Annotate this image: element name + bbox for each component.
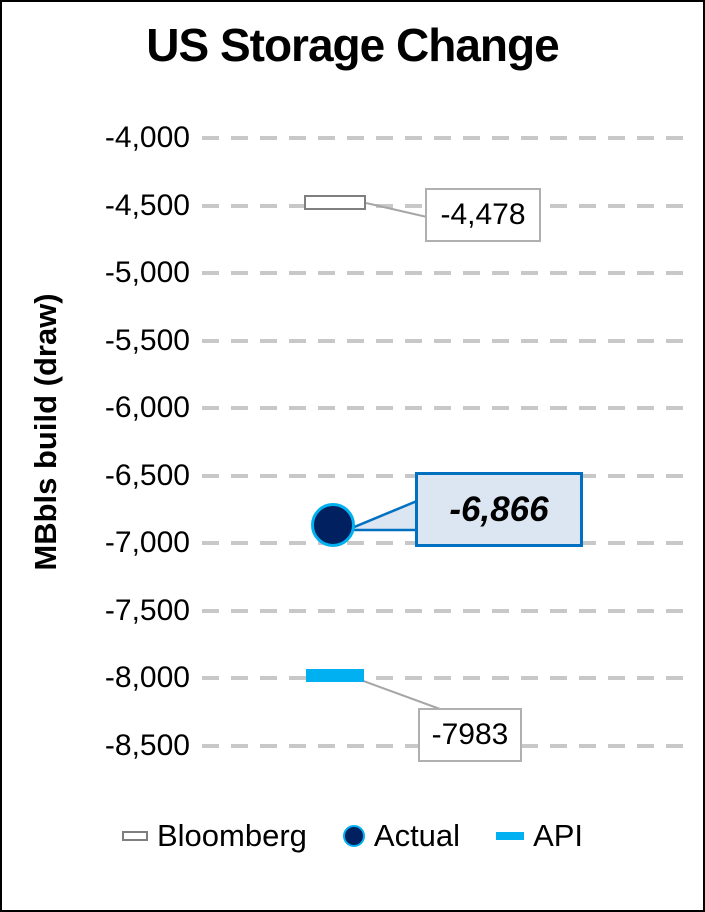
chart-title: US Storage Change	[146, 19, 559, 71]
y-tick-label: -8,000	[104, 661, 190, 694]
api-leader-line	[357, 678, 441, 710]
gridline	[202, 609, 694, 613]
legend-label-actual: Actual	[373, 818, 461, 853]
y-tick-label: -8,500	[104, 729, 190, 762]
gridline	[202, 339, 694, 343]
y-tick-label: -4,000	[104, 121, 190, 154]
y-tick-label: -6,000	[104, 391, 190, 424]
actual-data-label: -6,866	[415, 472, 583, 547]
gridline	[202, 406, 694, 410]
legend-label-bloomberg: Bloomberg	[156, 818, 307, 853]
actual-marker	[311, 503, 355, 547]
legend-item-actual: Actual	[342, 818, 461, 854]
gridline	[202, 676, 694, 680]
y-tick-label: -7,000	[104, 526, 190, 559]
legend-item-bloomberg: Bloomberg	[121, 818, 307, 854]
actual-callout-wedge	[346, 499, 419, 532]
bloomberg-marker	[304, 195, 366, 210]
legend-item-api: API	[496, 818, 583, 854]
bloomberg-data-label: -4,478	[425, 188, 541, 242]
legend-label-api: API	[533, 818, 584, 853]
y-tick-label: -6,500	[104, 459, 190, 492]
gridline	[202, 136, 694, 140]
actual-legend-marker-icon	[342, 825, 365, 847]
api-legend-marker-icon	[496, 832, 525, 840]
y-tick-label: -5,500	[104, 324, 190, 357]
api-marker	[306, 669, 364, 682]
y-tick-label: -5,000	[104, 256, 190, 289]
y-tick-label: -7,500	[104, 594, 190, 627]
y-tick-label: -4,500	[104, 189, 190, 222]
bloomberg-legend-marker-icon	[121, 831, 148, 841]
api-data-label: -7983	[418, 708, 522, 762]
legend: Bloomberg Actual API	[2, 818, 703, 854]
gridline	[202, 271, 694, 275]
